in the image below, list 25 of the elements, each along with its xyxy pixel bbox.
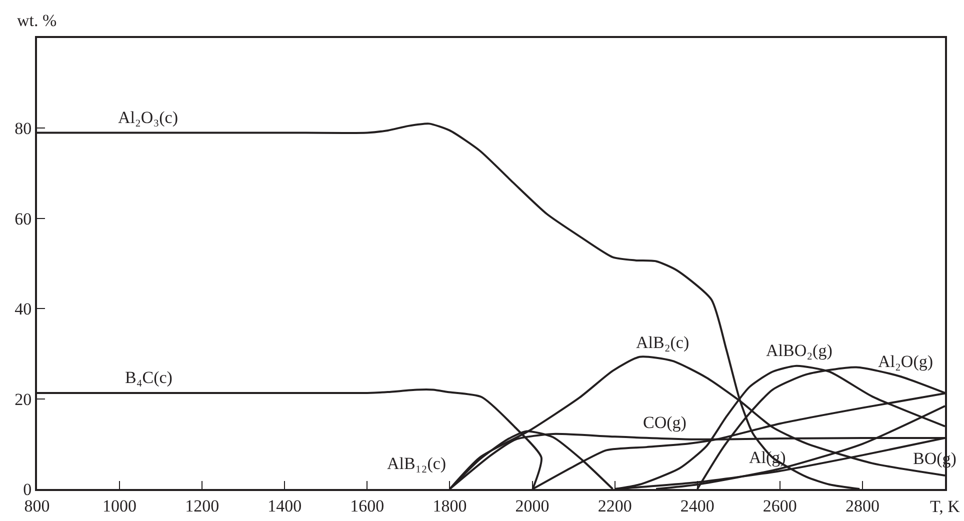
y-tick-label: 60 — [14, 209, 32, 228]
x-tick-label: 2400 — [680, 496, 714, 516]
x-tick-label: 1800 — [432, 496, 467, 516]
y-tick-label: 80 — [14, 119, 32, 138]
annotation: Al₂O₃(c) — [118, 108, 178, 127]
x-tick-label: 1600 — [350, 496, 384, 516]
annotation: Al₂O(g) — [878, 352, 934, 371]
x-axis-title: T, K — [930, 497, 961, 516]
x-tick-label: 1400 — [268, 496, 302, 516]
x-tick-label: 2600 — [762, 496, 797, 516]
x-tick-label: 2800 — [845, 496, 880, 516]
y-tick-label: 0 — [23, 480, 32, 499]
x-tick-label: 800 — [24, 496, 50, 516]
y-tick-label: 40 — [14, 300, 32, 319]
x-tick-label: 1000 — [102, 496, 137, 516]
annotation: CO(g) — [643, 413, 686, 432]
annotation: AlB₂(c) — [636, 333, 690, 352]
annotation: B₄C(c) — [125, 368, 172, 387]
x-tick-label: 2200 — [598, 496, 632, 516]
x-tick-label: 1200 — [185, 496, 220, 516]
annotation: AlB₁₂(c) — [387, 454, 446, 473]
annotation: AlBO₂(g) — [766, 341, 832, 360]
x-tick-label: 2000 — [515, 496, 550, 516]
y-tick-label: 20 — [14, 390, 32, 409]
y-axis-title: wt. % — [17, 11, 57, 30]
